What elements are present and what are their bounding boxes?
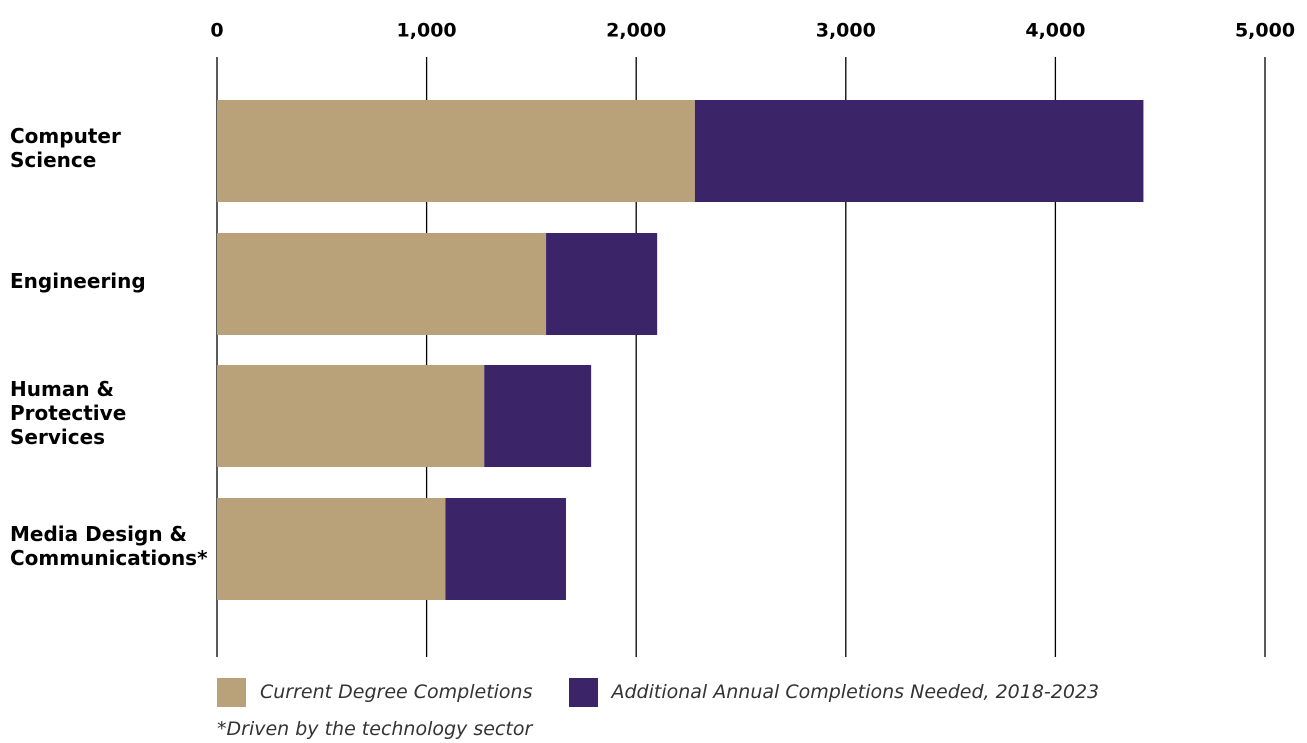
category-label-line: Engineering [10,269,146,293]
category-label-line: Computer [10,124,121,148]
category-labels: Computer Science Engineering Human & Protect… [10,124,208,570]
legend-swatch-current [217,677,246,707]
category-label-line: Protective [10,401,126,425]
category-label: Media Design & Communications* [10,522,208,570]
legend-label-additional: Additional Annual Completions Needed, 20… [611,681,1100,703]
x-axis-tick-labels: 0 1,000 2,000 3,000 4,000 5,000 [210,20,1295,42]
category-label: Human & Protective Services [10,377,126,449]
category-label: Engineering [10,269,146,293]
x-tick-label: 0 [210,20,223,42]
bar-additional [484,365,592,467]
category-label-line: Science [10,148,96,172]
bar-current [217,365,485,467]
x-tick-label: 1,000 [397,20,457,42]
category-label: Computer Science [10,124,121,172]
legend-item-additional: Additional Annual Completions Needed, 20… [568,677,1100,707]
legend-swatch-additional [568,677,598,707]
bar-current [217,233,547,335]
category-label-line: Communications* [10,546,208,570]
bar-additional [546,233,658,335]
x-tick-label: 3,000 [816,20,876,42]
bar-chart: 0 1,000 2,000 3,000 4,000 5,000 Computer Scien… [10,20,1295,657]
legend: Current Degree Completions Additional An… [217,677,1135,707]
x-tick-label: 2,000 [606,20,666,42]
category-label-line: Media Design & [10,522,187,546]
footnote: *Driven by the technology sector [217,718,533,740]
x-tick-label: 4,000 [1025,20,1085,42]
bars [217,100,1144,600]
category-label-line: Services [10,425,105,449]
bar-current [217,498,446,600]
category-label-line: Human & [10,377,114,401]
bar-additional [445,498,566,600]
legend-item-current: Current Degree Completions [217,677,533,707]
x-tick-label: 5,000 [1235,20,1295,42]
bar-additional [694,100,1144,202]
legend-label-current: Current Degree Completions [260,681,533,703]
bar-current [217,100,695,202]
